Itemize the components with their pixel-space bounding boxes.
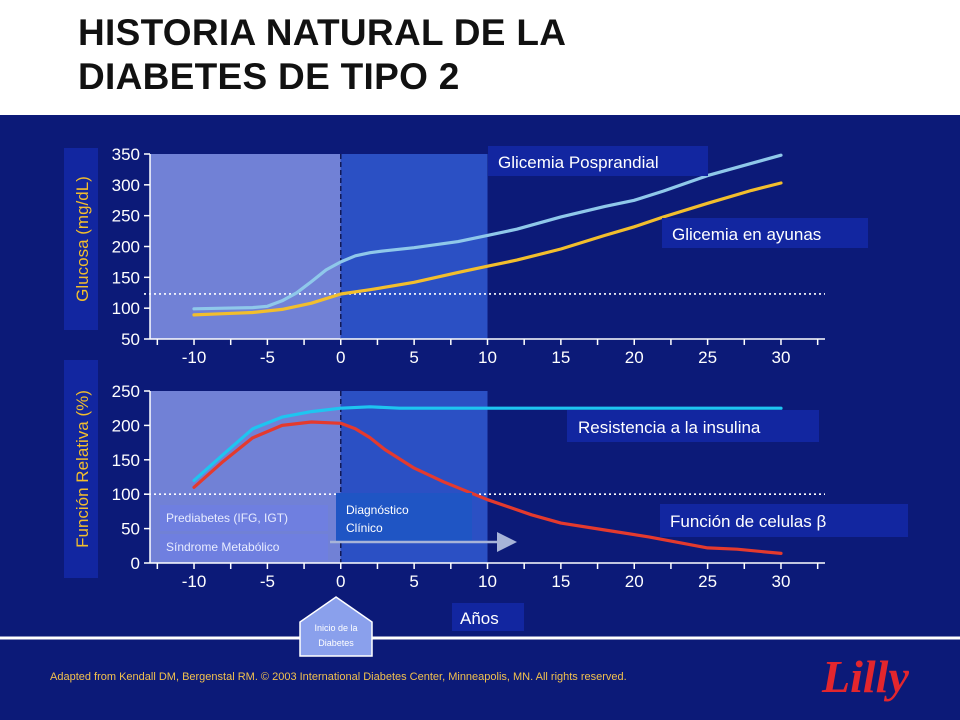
inicio-line-1: Inicio de la bbox=[314, 623, 357, 633]
x-tick-label: 25 bbox=[698, 572, 717, 591]
inicio-line-2: Diabetes bbox=[318, 638, 354, 648]
posprandial-label: Glicemia Posprandial bbox=[498, 153, 659, 172]
y-tick-label: 50 bbox=[121, 330, 140, 349]
anos-label-box bbox=[452, 603, 524, 631]
series-line-resistencia-a-la-insulina bbox=[192, 405, 783, 482]
ayunas-label-box bbox=[662, 218, 868, 248]
x-tick-label: 5 bbox=[409, 348, 418, 367]
prediabetes-label: Prediabetes (IFG, IGT) bbox=[166, 511, 288, 525]
posprandial-label-box bbox=[488, 146, 708, 176]
source-credit: Adapted from Kendall DM, Bergenstal RM. … bbox=[50, 671, 627, 683]
y-tick-label: 50 bbox=[121, 520, 140, 539]
x-tick-label: 25 bbox=[698, 348, 717, 367]
y-tick-label: 150 bbox=[112, 451, 140, 470]
inicio-diabetes-marker bbox=[299, 596, 373, 657]
sindrome-box bbox=[160, 534, 328, 560]
x-tick-label: -5 bbox=[260, 572, 275, 591]
x-tick-label: 30 bbox=[772, 572, 791, 591]
x-tick-label: 10 bbox=[478, 572, 497, 591]
series-line-glicemia-posprandial bbox=[192, 153, 783, 311]
y-tick-label: 250 bbox=[112, 382, 140, 401]
lilly-logo: Lilly bbox=[822, 651, 909, 702]
series-line-funcio-n-de-celulas bbox=[192, 420, 783, 556]
header: HISTORIA NATURAL DE LA DIABETES DE TIPO … bbox=[0, 0, 960, 115]
x-tick-label: 20 bbox=[625, 348, 644, 367]
title-line-1: HISTORIA NATURAL DE LA bbox=[78, 12, 567, 53]
y-tick-label: 100 bbox=[112, 299, 140, 318]
funcion-axis-label-box bbox=[64, 360, 98, 578]
y-tick-label: 200 bbox=[112, 416, 140, 435]
x-tick-label: 0 bbox=[336, 572, 345, 591]
y-tick-label: 300 bbox=[112, 176, 140, 195]
beta-label-box bbox=[660, 504, 908, 537]
sindrome-label: Síndrome Metabólico bbox=[166, 540, 280, 554]
x-tick-label: 5 bbox=[409, 572, 418, 591]
x-tick-label: 30 bbox=[772, 348, 791, 367]
x-tick-label: 20 bbox=[625, 572, 644, 591]
beta-label: Función de celulas β bbox=[670, 512, 826, 531]
ayunas-label: Glicemia en ayunas bbox=[672, 225, 821, 244]
anos-label: Años bbox=[460, 609, 499, 628]
x-tick-label: 0 bbox=[336, 348, 345, 367]
prediabetes-box bbox=[160, 505, 328, 531]
x-tick-label: -10 bbox=[182, 572, 207, 591]
glucose-chart: 50 100 150 200 250 300 350 -10 -5 0 5 10 15 20 25 30 bbox=[112, 145, 825, 367]
diagnostico-line-1: Diagnóstico bbox=[346, 503, 409, 517]
resistencia-label-box bbox=[567, 410, 819, 442]
funcion-axis-label: Función Relativa (%) bbox=[73, 390, 92, 548]
x-tick-label: 10 bbox=[478, 348, 497, 367]
diagnostico-box bbox=[336, 493, 472, 541]
x-tick-label: -5 bbox=[260, 348, 275, 367]
x-tick-label: 15 bbox=[551, 572, 570, 591]
y-tick-label: 350 bbox=[112, 145, 140, 164]
series-line-glicemia-en-ayunas bbox=[192, 181, 783, 317]
glucosa-axis-label-box bbox=[64, 148, 98, 330]
y-tick-label: 0 bbox=[131, 554, 140, 573]
title-line-2: DIABETES DE TIPO 2 bbox=[78, 56, 460, 97]
x-tick-label: 15 bbox=[551, 348, 570, 367]
y-tick-label: 200 bbox=[112, 238, 140, 257]
y-tick-label: 250 bbox=[112, 207, 140, 226]
glucosa-axis-label: Glucosa (mg/dL) bbox=[73, 176, 92, 302]
y-tick-label: 100 bbox=[112, 485, 140, 504]
x-tick-label: -10 bbox=[182, 348, 207, 367]
diagnostico-line-2: Clínico bbox=[346, 521, 383, 535]
y-tick-label: 150 bbox=[112, 268, 140, 287]
resistencia-label: Resistencia a la insulina bbox=[578, 418, 761, 437]
